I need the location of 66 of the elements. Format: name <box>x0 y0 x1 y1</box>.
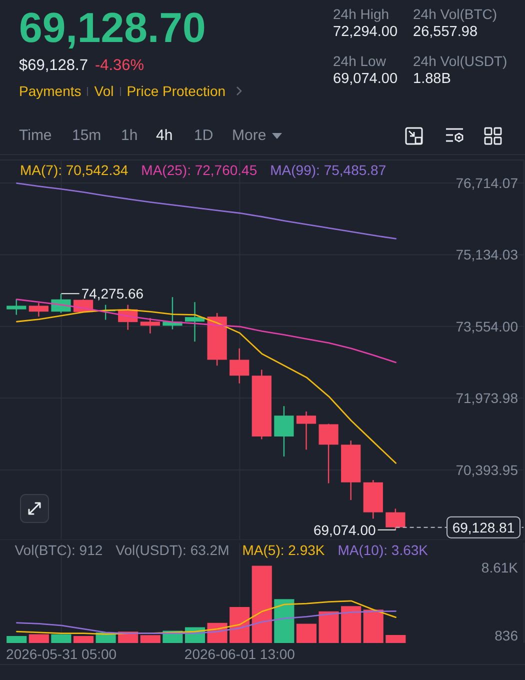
annotation: 69,074.00 <box>313 522 376 538</box>
bar <box>51 634 72 643</box>
text: 24h Vol(USDT) <box>413 52 508 71</box>
text: 15m <box>72 126 102 146</box>
candlestick <box>296 410 316 450</box>
line-series <box>16 610 396 634</box>
text: 1D <box>194 126 214 146</box>
text: Price Protection <box>126 82 226 101</box>
text: 26,557.98 <box>413 23 478 42</box>
bar <box>252 566 272 643</box>
annotation: Vol(BTC): 912 <box>14 542 103 558</box>
bar <box>341 606 362 643</box>
text: MA(99): 75,485.87 <box>270 162 386 178</box>
candlestick <box>140 317 160 334</box>
y-tick-label: 75,134.03 <box>456 246 518 263</box>
bar <box>386 635 406 643</box>
y-tick-label: 73,554.00 <box>456 318 518 334</box>
line-series <box>16 309 396 464</box>
text: 69,128.70 <box>19 4 206 52</box>
text: Vol <box>94 82 114 101</box>
candlestick <box>28 302 48 318</box>
candlestick <box>386 508 406 530</box>
text: Payments <box>19 82 82 101</box>
y-tick-label: 8.61K <box>481 559 519 576</box>
bar <box>274 599 294 643</box>
bar <box>230 607 250 643</box>
text: 24h Low <box>333 52 386 71</box>
candlestick <box>6 298 26 316</box>
text: $69,128.7 <box>19 56 88 76</box>
y-tick-label: 70,393.95 <box>456 462 518 478</box>
candlestick <box>184 302 205 342</box>
bar <box>28 634 49 643</box>
y-tick-label: 836 <box>494 628 518 644</box>
text: More <box>232 126 266 146</box>
line-series <box>16 298 396 364</box>
line-series <box>16 600 396 635</box>
text: MA(5): 2.93K <box>242 542 325 558</box>
ref-line-label: 69,128.81 <box>452 519 515 536</box>
bar <box>140 635 160 643</box>
text: 4h <box>156 126 173 146</box>
bar <box>318 611 339 643</box>
annotation: Vol(USDT): 63.2M <box>116 542 230 558</box>
text: 24h High <box>333 5 390 24</box>
text: MA(7): 70,542.34 <box>20 162 128 178</box>
line-series <box>16 182 396 240</box>
bar <box>296 624 317 643</box>
text: 1h <box>121 126 138 146</box>
x-tick-label: 2026-06-01 13:00 <box>184 646 296 662</box>
text: 24h Vol(BTC) <box>413 5 498 24</box>
text: 69,074.00 <box>333 70 398 89</box>
y-tick-label: 71,973.98 <box>456 390 518 406</box>
text: 1.88B <box>413 70 451 89</box>
candlestick <box>318 423 338 484</box>
text: MA(10): 3.63K <box>338 542 428 558</box>
text: 72,294.00 <box>333 23 398 42</box>
x-tick-label: 2026-05-31 05:00 <box>6 646 117 662</box>
text: MA(25): 72,760.45 <box>141 162 258 178</box>
bar <box>6 636 27 643</box>
bar <box>363 610 384 643</box>
text: Time <box>19 126 52 146</box>
candlestick <box>230 348 250 384</box>
bar <box>73 636 94 643</box>
candlestick <box>274 405 294 458</box>
annotation: 74,275.66 <box>81 286 144 302</box>
text: -4.36% <box>94 56 144 76</box>
y-tick-label: 76,714.07 <box>456 174 518 191</box>
